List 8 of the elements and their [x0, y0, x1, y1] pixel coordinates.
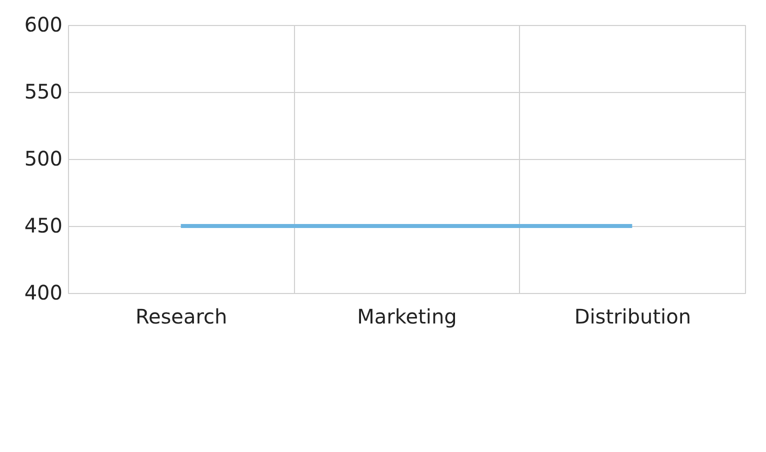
x-tick-label: Distribution [574, 304, 692, 328]
y-tick-label: 450 [24, 214, 62, 238]
x-tick-label: Marketing [357, 304, 457, 328]
y-tick-label: 550 [24, 80, 62, 104]
y-tick-label: 600 [24, 12, 62, 36]
x-tick-label: Research [135, 304, 228, 328]
y-tick-label: 400 [24, 280, 62, 304]
y-tick-label: 500 [24, 146, 62, 170]
